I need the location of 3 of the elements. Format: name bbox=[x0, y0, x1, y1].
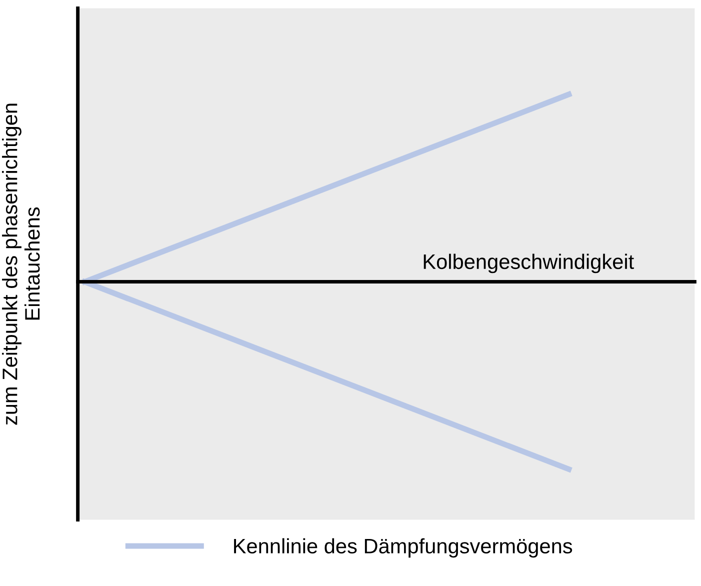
y-axis-title: zum Zeitpunkt des phasenrichtigen Eintauchens bbox=[2, 104, 40, 425]
legend-label: Kennlinie des Dämpfungsvermögens bbox=[234, 538, 572, 558]
x-axis-title: Kolbengeschwindigkeit bbox=[424, 254, 634, 274]
